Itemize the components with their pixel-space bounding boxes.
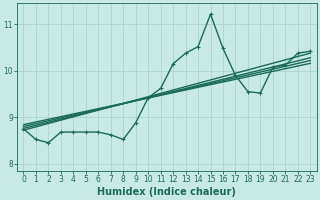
- X-axis label: Humidex (Indice chaleur): Humidex (Indice chaleur): [98, 187, 236, 197]
